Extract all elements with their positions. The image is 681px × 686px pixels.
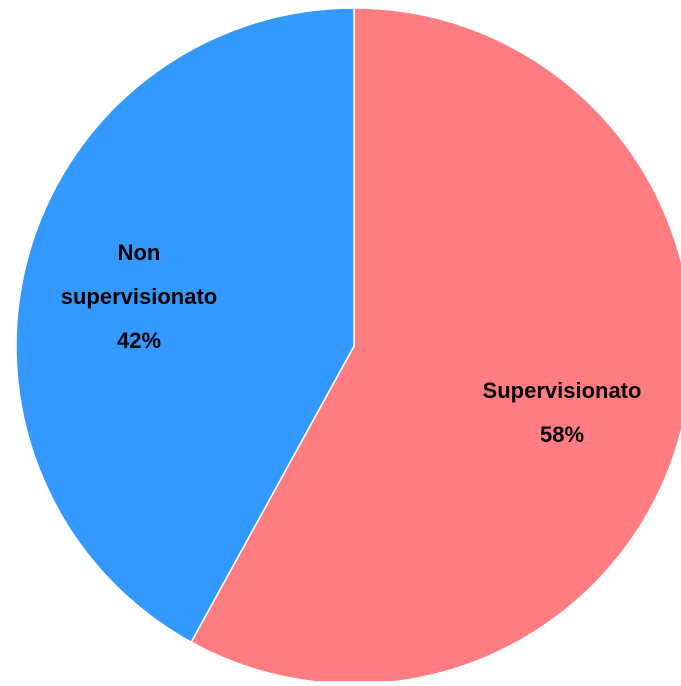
pie-slice-non-supervisionato-percent: 42% [117, 328, 161, 353]
pie-slice-non-supervisionato-name: Non [118, 240, 161, 265]
pie-slice-supervisionato-percent: 58% [540, 422, 584, 447]
pie-slice-supervisionato-label: Supervisionato 58% [483, 378, 642, 447]
pie-slice-supervisionato-name: Supervisionato [483, 378, 642, 403]
labels-layer: Supervisionato 58% Non supervisionato 42% [61, 240, 642, 447]
slices-layer [15, 7, 681, 685]
pie-slice-non-supervisionato [15, 7, 355, 644]
pie-slice-non-supervisionato-name: supervisionato [61, 284, 217, 309]
pie-slice-non-supervisionato-label: Non supervisionato 42% [61, 240, 217, 353]
